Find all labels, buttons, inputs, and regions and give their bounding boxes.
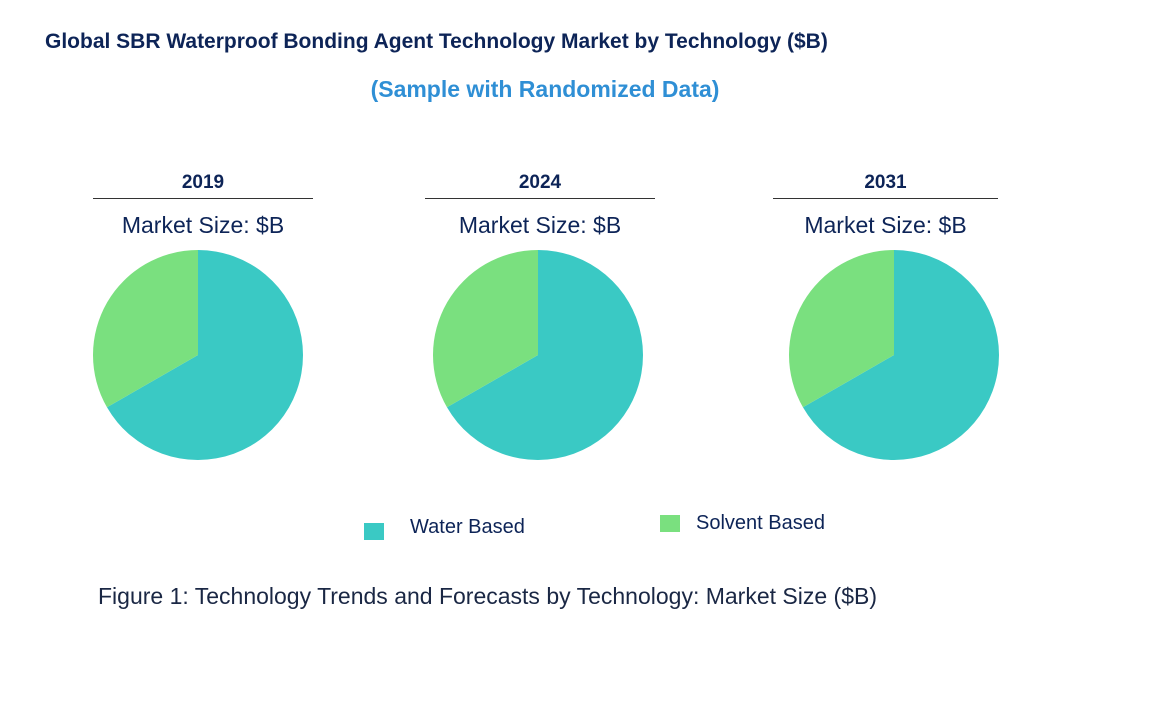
- pie-slice-2031-solvent-based: [789, 250, 894, 408]
- legend-label-water-based: Water Based: [410, 516, 525, 538]
- divider: [773, 198, 998, 199]
- legend-label-solvent-based: Solvent Based: [696, 512, 825, 534]
- legend-swatch-water-based: [364, 523, 384, 540]
- pie-year-2024: 2024: [518, 172, 562, 193]
- pie-slice-2019-solvent-based: [92, 250, 198, 408]
- market-size-label-2019: Market Size: $B: [121, 212, 285, 238]
- divider: [93, 198, 313, 199]
- chart-subtitle: (Sample with Randomized Data): [370, 76, 720, 102]
- pie-slice-2031-water-based: [802, 250, 1000, 460]
- pie-year-2019: 2019: [181, 172, 225, 193]
- pie-slice-2019-water-based: [106, 250, 303, 460]
- pie-slice-2024-water-based: [446, 250, 643, 460]
- pie-slice-2024-solvent-based: [432, 250, 538, 408]
- divider: [425, 198, 655, 199]
- legend-swatch-solvent-based: [660, 515, 680, 532]
- pie-year-2031: 2031: [864, 172, 907, 193]
- figure-caption: Figure 1: Technology Trends and Forecast…: [98, 583, 877, 609]
- chart-title: Global SBR Waterproof Bonding Agent Tech…: [45, 30, 828, 53]
- market-size-label-2024: Market Size: $B: [458, 212, 622, 238]
- market-size-label-2031: Market Size: $B: [804, 212, 967, 238]
